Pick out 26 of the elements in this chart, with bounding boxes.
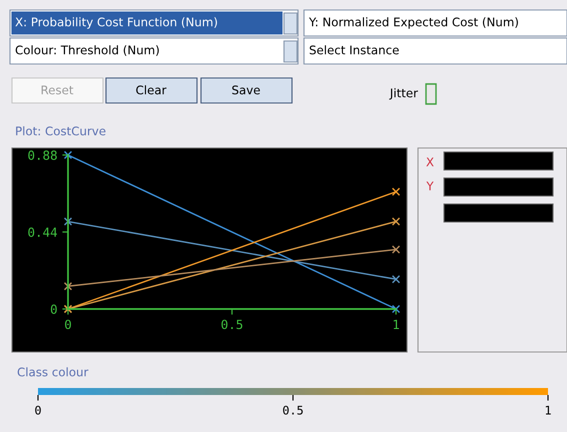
- y-tick-label: 0: [50, 304, 57, 314]
- point: [64, 217, 72, 226]
- text: Y: Normalized Expected Cost (Num): [308, 17, 518, 29]
- text: Clear: [136, 85, 166, 94]
- point: [64, 282, 72, 290]
- x-tick-label: 1: [394, 320, 399, 329]
- color-bar-label: 1: [546, 406, 551, 414]
- text: Reset: [42, 86, 74, 94]
- text: Y: [426, 182, 434, 190]
- x-tick-label: 0: [65, 320, 71, 330]
- point: [392, 245, 400, 254]
- color-bar-label: 0.5: [283, 406, 303, 415]
- x-tick-label: 0.5: [222, 320, 242, 330]
- point: [392, 275, 400, 284]
- y-tick-label: 0.44: [28, 228, 57, 237]
- text: X: Probability Cost Function (Num): [15, 17, 217, 29]
- point: [392, 188, 400, 196]
- text: X: [426, 158, 434, 166]
- text: Jitter: [389, 88, 418, 100]
- text: Colour: Threshold (Num): [16, 45, 159, 56]
- color-bar-title: Class colour: [18, 367, 88, 376]
- y-tick-label: 0.88: [28, 150, 57, 160]
- text: Save: [232, 85, 260, 94]
- chart-title: Plot: CostCurve: [16, 126, 106, 136]
- text: Select Instance: [310, 45, 399, 54]
- point: [392, 217, 400, 226]
